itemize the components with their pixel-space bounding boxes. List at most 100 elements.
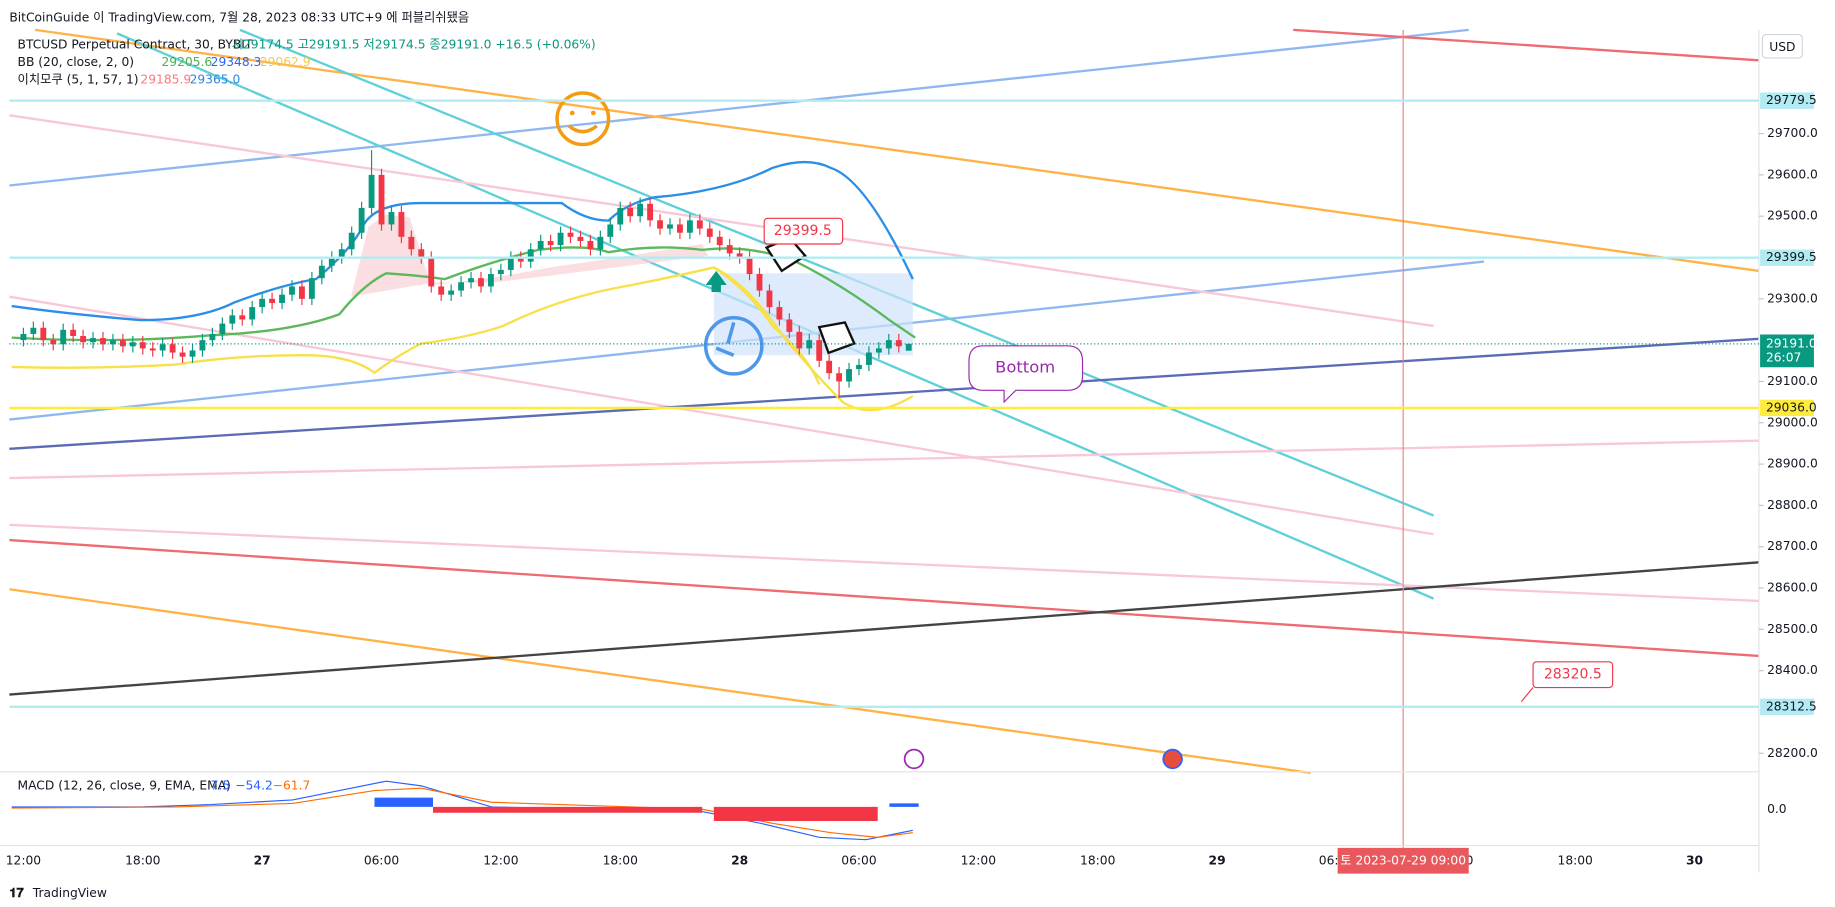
candle-body bbox=[885, 340, 892, 349]
candle-body bbox=[497, 269, 504, 275]
legend: BitCoinGuide 이 TradingView.com, 7월 28, 2… bbox=[9, 11, 595, 901]
bb-lower bbox=[11, 266, 914, 412]
candle-body bbox=[209, 333, 216, 341]
y-tick-label: 28800.0 bbox=[1767, 498, 1818, 512]
candle-body bbox=[249, 307, 256, 320]
x-tick-label: 30 bbox=[1686, 853, 1703, 867]
candle-body bbox=[527, 249, 534, 262]
trend-line bbox=[1293, 28, 1760, 62]
candle-body bbox=[318, 265, 325, 279]
candle-body bbox=[418, 249, 425, 258]
y-tick-label: 29300.0 bbox=[1767, 291, 1818, 305]
candle-body bbox=[368, 174, 375, 208]
macd-hist: 7.5 bbox=[211, 778, 231, 792]
candle-body bbox=[846, 369, 852, 382]
candle-body bbox=[40, 327, 47, 341]
candle-body bbox=[766, 290, 773, 308]
smiley-eye bbox=[590, 110, 596, 116]
price-label-bg bbox=[1760, 698, 1814, 716]
countdown: 26:07 bbox=[1766, 350, 1801, 364]
signal-line bbox=[11, 787, 913, 838]
event-icon bbox=[903, 748, 925, 770]
candle-body bbox=[20, 333, 27, 341]
trend-line bbox=[9, 114, 1434, 328]
candle-body bbox=[149, 348, 156, 351]
y-tick-label: 29000.0 bbox=[1767, 415, 1818, 429]
publisher: BitCoinGuide 이 TradingView.com, 7월 28, 2… bbox=[9, 11, 469, 25]
x-tick-label: 29 bbox=[1209, 853, 1226, 867]
macd-name: MACD (12, 26, close, 9, EMA, EMA) bbox=[18, 778, 231, 792]
bb-basis bbox=[11, 246, 916, 342]
candle-body bbox=[299, 286, 305, 299]
macd-value: −54.2 bbox=[235, 778, 273, 792]
x-tick-label: 06:00 bbox=[364, 853, 399, 867]
candle-body bbox=[706, 228, 713, 237]
price-label-bg bbox=[1760, 249, 1814, 266]
candle-body bbox=[70, 329, 77, 337]
last-price-bg bbox=[1760, 334, 1814, 368]
price-label-bg bbox=[1760, 399, 1814, 417]
y-tick-label: 28200.0 bbox=[1767, 746, 1818, 760]
candle-body bbox=[100, 338, 106, 345]
candle-body bbox=[756, 274, 763, 291]
candle-body bbox=[229, 315, 236, 324]
trend-line bbox=[9, 588, 1311, 775]
trend-line bbox=[9, 561, 1760, 696]
price-label: 28312.5 bbox=[1766, 699, 1817, 713]
note-box bbox=[763, 217, 844, 245]
candle-body bbox=[199, 340, 206, 351]
smiley-eye bbox=[569, 110, 575, 116]
ichimoku-b: 29365.0 bbox=[190, 73, 241, 87]
ichimoku-name: 이치모쿠 (5, 1, 57, 1) bbox=[18, 73, 139, 87]
price-label-bg bbox=[1760, 92, 1814, 109]
candle-body bbox=[458, 282, 465, 291]
price-label: 29036.0 bbox=[1766, 400, 1817, 414]
candle-body bbox=[577, 236, 584, 241]
candle-body bbox=[587, 240, 594, 250]
trend-line bbox=[9, 295, 1434, 536]
axes: USD 28200.0 28400.0 28500.0 28600.0 28700.0 2… bbox=[6, 29, 1818, 874]
currency[interactable]: USD bbox=[1769, 40, 1795, 54]
last-price-label: 29191.0 bbox=[1766, 336, 1817, 350]
macd-histogram bbox=[713, 806, 878, 821]
crosshair-date: 토 2023-07-29 09:00 bbox=[1340, 853, 1466, 867]
trend-line bbox=[9, 337, 1760, 450]
clock-hands bbox=[715, 321, 736, 357]
candle-body bbox=[189, 350, 196, 357]
y-tick-label: 28700.0 bbox=[1767, 539, 1818, 553]
candle-body bbox=[448, 290, 455, 295]
drawings bbox=[9, 28, 1760, 873]
x-tick-label: 28 bbox=[731, 853, 748, 867]
trend-line bbox=[239, 28, 1435, 517]
candle-body bbox=[428, 257, 435, 287]
candle-body bbox=[50, 340, 57, 345]
macd-histogram bbox=[433, 806, 703, 813]
arrow-up-marker bbox=[705, 270, 727, 293]
candle-body bbox=[338, 249, 345, 258]
y-tick-label: 29600.0 bbox=[1767, 167, 1818, 181]
x-tick-label: 27 bbox=[254, 853, 271, 867]
candle-body bbox=[806, 340, 813, 349]
candle-body bbox=[866, 352, 872, 365]
candle-body bbox=[30, 327, 37, 334]
annotations: 29399.5 Bottom 28320.5 bbox=[763, 217, 1614, 702]
candle-body bbox=[696, 220, 703, 229]
candle-body bbox=[895, 340, 902, 347]
bubble bbox=[968, 345, 1084, 404]
macd-histogram bbox=[210, 797, 434, 807]
bb-upper: 29348.3 bbox=[211, 55, 262, 69]
candle-body bbox=[637, 203, 644, 217]
candle-body bbox=[607, 224, 614, 237]
candle-body bbox=[239, 315, 246, 320]
note-text: 29399.5 bbox=[774, 223, 832, 239]
currency-button[interactable] bbox=[1761, 33, 1803, 59]
bb-basis: 29205.6 bbox=[161, 55, 212, 69]
candle-body bbox=[468, 278, 474, 283]
x-tick-label: 18:00 bbox=[125, 853, 160, 867]
smiley-icon bbox=[555, 91, 611, 147]
candle-body bbox=[816, 340, 823, 361]
candle-body bbox=[478, 278, 484, 287]
candle-body bbox=[786, 319, 793, 332]
macd-signal: −61.7 bbox=[273, 778, 311, 792]
candle-body bbox=[259, 298, 266, 308]
